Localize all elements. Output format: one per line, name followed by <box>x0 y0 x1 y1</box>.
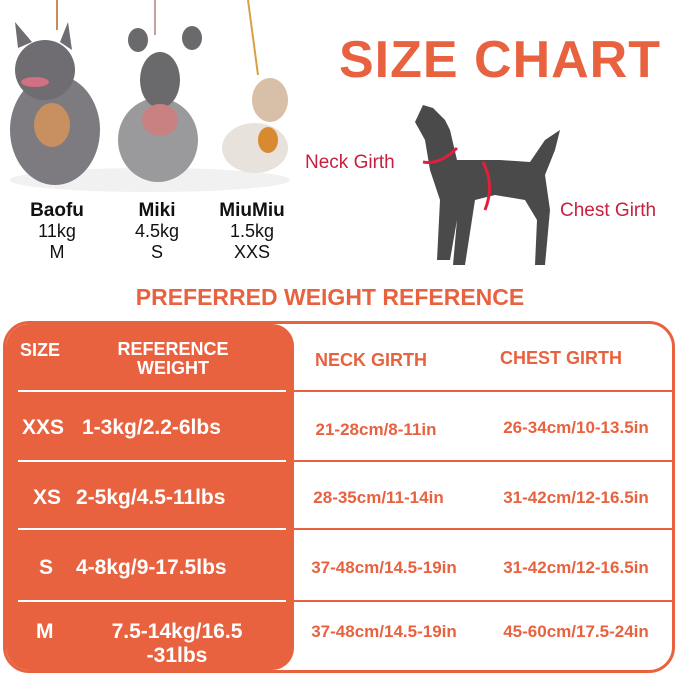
dog-caption-baofu: Baofu 11kg M <box>12 200 102 263</box>
neck-cell: 21-28cm/8-11in <box>315 420 437 439</box>
chest-girth-label: Chest Girth <box>560 200 657 221</box>
dog-name: MiuMiu <box>219 200 285 221</box>
weight-line1: 7.5-14kg/16.5 <box>111 620 243 643</box>
header-neck-girth: NECK GIRTH <box>315 350 427 370</box>
weight-line2: -31lbs <box>146 644 208 667</box>
page-title: SIZE CHART <box>339 31 661 89</box>
size-cell: M <box>36 620 54 643</box>
table-row: M 7.5-14kg/16.5 -31lbs 37-48cm/14.5-19in … <box>6 602 672 670</box>
neck-cell: 37-48cm/14.5-19in <box>311 558 457 577</box>
header-weight-line1: REFERENCE <box>117 339 229 359</box>
size-weight-panel <box>6 324 294 670</box>
dog-weight: 4.5kg <box>134 221 180 241</box>
weight-cell: 7.5-14kg/16.5 -31lbs <box>82 620 272 668</box>
chest-cell: 31-42cm/12-16.5in <box>503 558 649 577</box>
dog-miumiu <box>222 0 288 173</box>
dog-size: XXS <box>233 242 271 262</box>
weight-cell: 1-3kg/2.2-6lbs <box>82 416 221 439</box>
dog-baofu <box>10 0 100 185</box>
neck-cell: 37-48cm/14.5-19in <box>311 622 457 641</box>
dog-caption-miki: Miki 4.5kg S <box>112 200 202 263</box>
weight-cell: 2-5kg/4.5-11lbs <box>76 486 226 509</box>
chest-cell: 31-42cm/12-16.5in <box>503 488 649 507</box>
size-cell: S <box>39 556 54 579</box>
header-size: SIZE <box>20 340 61 360</box>
chest-cell: 45-60cm/17.5-24in <box>503 622 649 641</box>
neck-cell: 28-35cm/11-14in <box>313 488 444 507</box>
dog-size: S <box>150 242 163 262</box>
dog-name: Miki <box>138 200 176 221</box>
weight-cell: 4-8kg/9-17.5lbs <box>76 556 227 579</box>
dog-miki <box>118 0 202 182</box>
dog-size: M <box>49 242 65 262</box>
dog-caption-miumiu: MiuMiu 1.5kg XXS <box>207 200 297 263</box>
neck-girth-label: Neck Girth <box>305 152 395 173</box>
table-row: XS 2-5kg/4.5-11lbs 28-35cm/11-14in 31-42… <box>6 462 672 528</box>
table-row: S 4-8kg/9-17.5lbs 37-48cm/14.5-19in 31-4… <box>6 530 672 600</box>
section-heading: PREFERRED WEIGHT REFERENCE <box>135 284 525 310</box>
dog-silhouette-icon <box>415 105 560 265</box>
table-row: XXS 1-3kg/2.2-6lbs 21-28cm/8-11in 26-34c… <box>6 392 672 460</box>
header-chest-girth: CHEST GIRTH <box>499 348 622 368</box>
dog-weight: 11kg <box>38 221 76 241</box>
header-weight: REFERENCE WEIGHT <box>98 340 248 378</box>
size-cell: XXS <box>22 416 65 439</box>
dogs-photo <box>10 0 290 192</box>
dog-name: Baofu <box>30 200 84 221</box>
size-cell: XS <box>33 486 62 509</box>
dog-weight: 1.5kg <box>229 221 275 241</box>
chest-cell: 26-34cm/10-13.5in <box>503 418 649 437</box>
size-table: SIZE REFERENCE WEIGHT NECK GIRTH CHEST GI… <box>3 321 675 673</box>
header-weight-line2: WEIGHT <box>137 358 209 378</box>
